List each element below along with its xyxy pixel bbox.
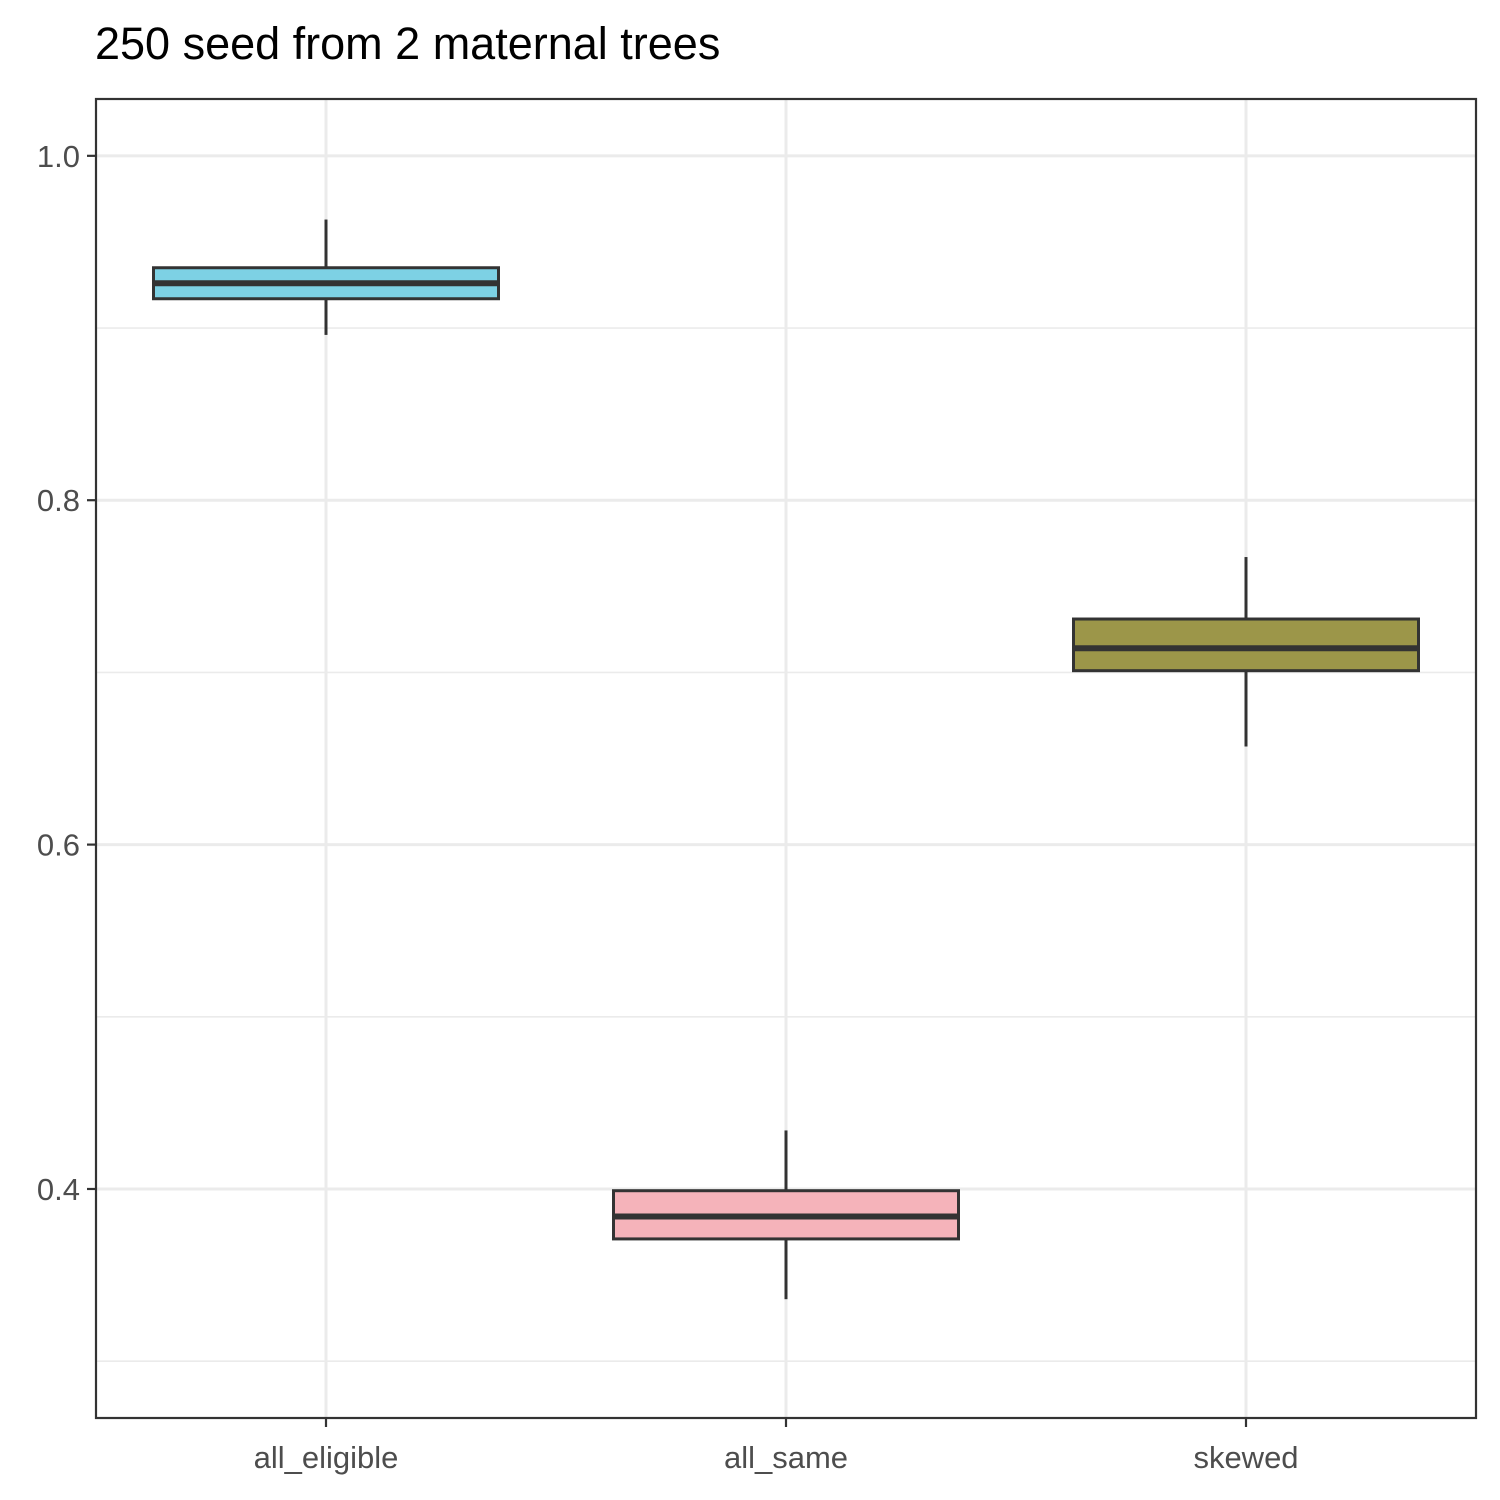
box-skewed <box>1072 557 1420 747</box>
chart-title: 250 seed from 2 maternal trees <box>95 18 721 69</box>
box-all_same <box>612 1130 960 1300</box>
box-all_eligible <box>152 219 500 335</box>
boxes <box>152 219 1420 1300</box>
y-tick-label: 0.6 <box>37 828 80 863</box>
x-tick-label: skewed <box>1193 1440 1298 1475</box>
x-tick-label: all_eligible <box>254 1440 399 1475</box>
axes: 0.4 0.6 0.8 1.0 all_eligible all_same skewed <box>37 139 1299 1475</box>
iqr-box <box>1072 617 1420 673</box>
y-tick-label: 0.4 <box>37 1172 80 1207</box>
y-tick-label: 0.8 <box>37 483 80 518</box>
x-tick-label: all_same <box>724 1440 848 1475</box>
y-tick-label: 1.0 <box>37 139 80 174</box>
